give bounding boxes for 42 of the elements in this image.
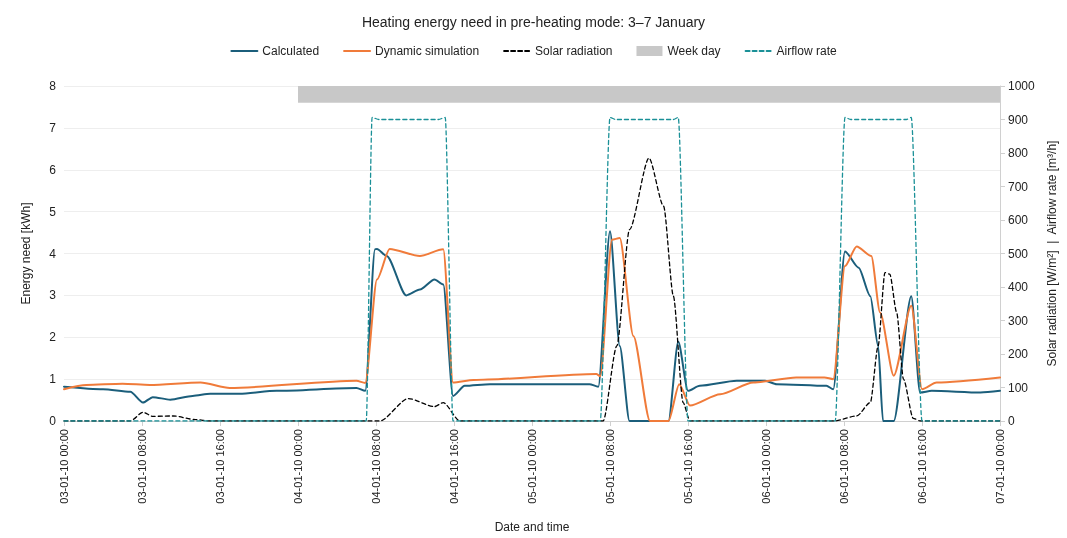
y2-tick-label: 300	[1008, 313, 1029, 328]
y2-tick-label: 1000	[1008, 79, 1036, 93]
x-axis-title: Date and time	[494, 520, 570, 534]
x-tick-label: 03-01-10 08:00	[136, 429, 148, 504]
y2-tick-label: 0	[1008, 414, 1015, 428]
y-tick-label: 6	[49, 162, 57, 177]
x-tick-label: 04-01-10 08:00	[370, 429, 382, 504]
y-tick-label: 2	[49, 330, 57, 345]
y2-tick-label: 800	[1008, 146, 1029, 160]
y-tick-label: 0	[49, 414, 57, 428]
x-tick-label: 03-01-10 16:00	[214, 429, 226, 504]
y-tick-label: 4	[49, 246, 57, 261]
x-tick-label: 06-01-10 00:00	[760, 429, 772, 504]
y2-tick-label: 900	[1008, 112, 1029, 127]
x-tick-label: 03-01-10 00:00	[58, 429, 70, 504]
x-tick-label: 05-01-10 16:00	[682, 429, 694, 504]
y-tick-label: 3	[49, 288, 57, 303]
x-tick-label: 04-01-10 16:00	[448, 429, 460, 504]
x-tick-label: 07-01-10 00:00	[994, 429, 1006, 504]
y-tick-label: 1	[49, 372, 57, 387]
y2-tick-label: 400	[1008, 280, 1029, 294]
y-axis-title: Energy need [kWh]	[19, 202, 33, 305]
legend-label: Dynamic simulation	[375, 44, 480, 58]
y2-tick-label: 100	[1008, 380, 1029, 395]
legend-label: Solar radiation	[535, 44, 613, 58]
legend-label: Week day	[667, 44, 721, 58]
legend-label: Airflow rate	[776, 44, 837, 58]
x-tick-label: 06-01-10 08:00	[838, 429, 850, 504]
y2-tick-label: 600	[1008, 213, 1029, 227]
y2-tick-label: 700	[1008, 179, 1029, 194]
chart-title: Heating energy need in pre-heating mode: 3–7 January	[361, 14, 706, 30]
y-tick-label: 8	[49, 79, 57, 93]
y2-tick-label: 200	[1008, 347, 1029, 361]
y2-tick-label: 500	[1008, 246, 1029, 261]
y-tick-label: 5	[49, 204, 57, 219]
legend-label: Calculated	[262, 44, 320, 58]
y-tick-label: 7	[49, 120, 57, 135]
x-tick-label: 05-01-10 08:00	[604, 429, 616, 504]
x-tick-label: 04-01-10 00:00	[292, 429, 304, 504]
x-tick-label: 06-01-10 16:00	[916, 429, 928, 504]
y2-axis-title: Solar radiation [W/m²] | Airflow rate [m³/h]	[1044, 140, 1059, 367]
x-tick-label: 05-01-10 00:00	[526, 429, 538, 504]
